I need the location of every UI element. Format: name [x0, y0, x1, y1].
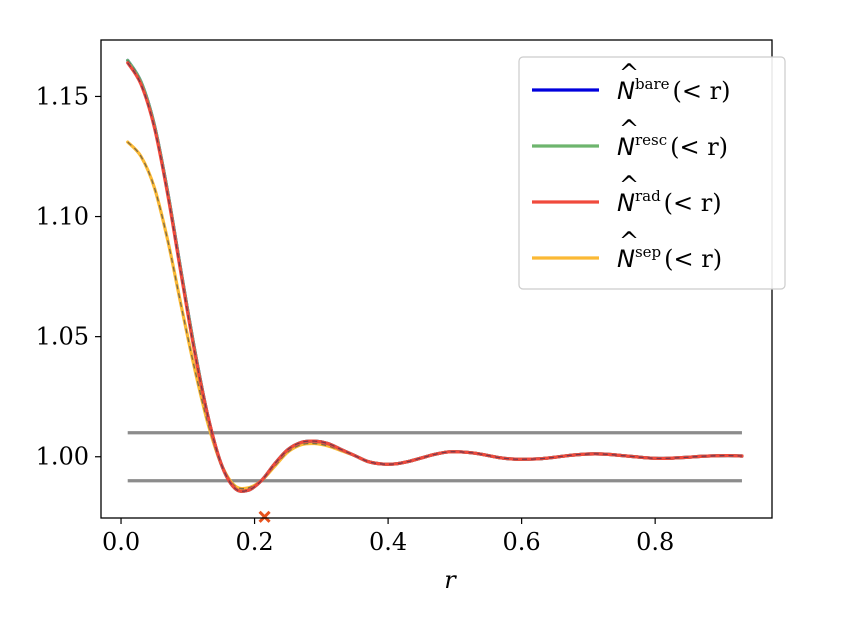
legend-label: Nresc (< r)	[617, 131, 728, 161]
x-tick-label: 0.0	[102, 528, 140, 556]
axes: 0.0 0.2 0.4 0.6 0.8 1.00 1.05 1.10 1.15	[36, 82, 675, 556]
y-tick-label: 1.00	[36, 443, 89, 471]
min-marker-1	[258, 510, 271, 523]
hat-accent: ^	[619, 115, 639, 143]
legend-entry-sep: Nsep (< r)^	[532, 227, 722, 273]
y-tick-label: 1.10	[36, 203, 89, 231]
legend: Nbare (< r)^Nresc (< r)^Nrad (< r)^Nsep (< r…	[518, 56, 786, 290]
legend-entry-rad: Nrad (< r)^	[532, 171, 722, 217]
legend-label: Nbare (< r)	[617, 75, 730, 105]
x-tick-label: 0.8	[636, 528, 674, 556]
x-tick-label: 0.4	[369, 528, 407, 556]
x-tick-label: 0.2	[235, 528, 273, 556]
legend-label: Nsep (< r)	[617, 243, 722, 273]
hat-accent: ^	[619, 171, 639, 199]
legend-box	[518, 56, 786, 290]
series-dash-rad	[127, 62, 742, 492]
legend-label: Nrad (< r)	[617, 187, 722, 217]
x-axis-label: r	[444, 566, 457, 594]
legend-entry-resc: Nresc (< r)^	[532, 115, 728, 161]
plot-marks	[126, 58, 744, 523]
hat-accent: ^	[619, 59, 639, 87]
y-tick-label: 1.05	[36, 323, 89, 351]
x-tick-label: 0.6	[503, 528, 541, 556]
y-tick-label: 1.15	[36, 82, 89, 110]
legend-entry-bare: Nbare (< r)^	[532, 59, 730, 105]
hat-accent: ^	[619, 227, 639, 255]
